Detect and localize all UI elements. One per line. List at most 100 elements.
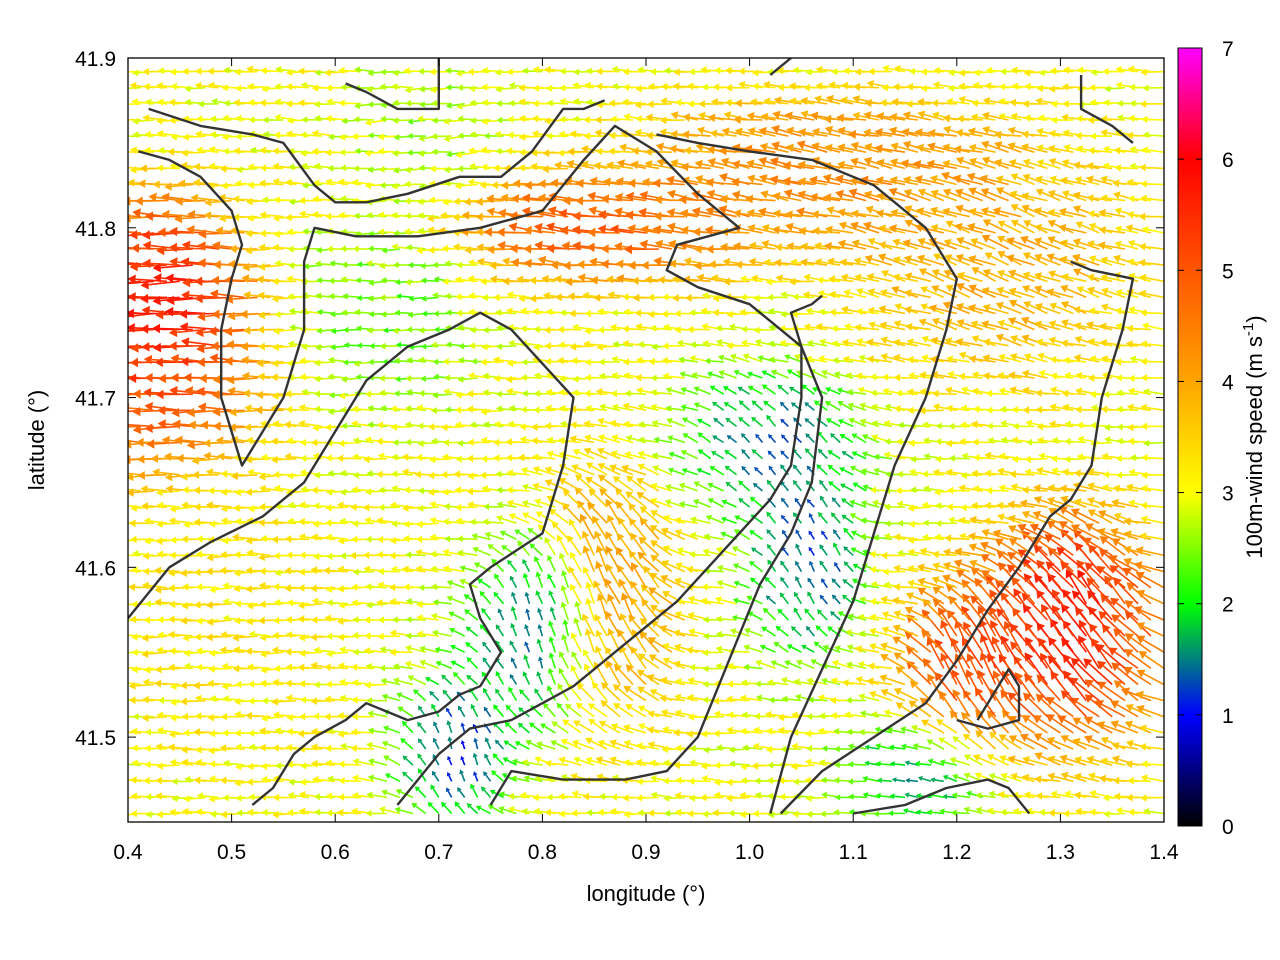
wind-arrow-head — [689, 744, 696, 752]
wind-arrow — [571, 739, 595, 750]
wind-arrow — [425, 677, 440, 686]
wind-arrow — [742, 744, 763, 752]
wind-arrow — [535, 571, 544, 588]
wind-arrow-shaft — [343, 811, 362, 815]
wind-arrow-shaft — [629, 812, 647, 816]
wind-arrow — [833, 542, 841, 556]
wind-arrow-head — [932, 550, 939, 559]
wind-arrow-head — [446, 787, 451, 793]
wind-arrow-head — [877, 777, 882, 784]
wind-arrow-head — [367, 774, 375, 782]
wind-arrow-shaft — [819, 612, 828, 621]
wind-arrow-head — [534, 756, 542, 764]
wind-arrow — [1086, 755, 1113, 766]
wind-arrow-head — [380, 678, 387, 685]
wind-arrow-head — [983, 517, 991, 526]
wind-arrow-head — [248, 729, 255, 737]
wind-arrow — [562, 619, 570, 637]
wind-arrow-head — [457, 787, 462, 793]
wind-arrow-shaft — [880, 795, 893, 799]
wind-arrow-head — [220, 488, 228, 496]
wind-arrow — [144, 744, 167, 752]
wind-arrow-shaft — [485, 726, 492, 734]
wind-arrow-shaft — [603, 811, 621, 815]
wind-arrow — [765, 595, 777, 605]
wind-arrow — [450, 660, 466, 670]
wind-arrow — [524, 591, 531, 605]
wind-arrow — [416, 520, 439, 528]
wind-arrow-head — [131, 744, 138, 752]
wind-arrow — [273, 664, 297, 673]
wind-arrow-head — [208, 665, 215, 673]
wind-arrow — [128, 699, 129, 701]
wind-arrow-shaft — [564, 623, 570, 637]
wind-arrow — [418, 487, 439, 495]
wind-arrow — [1100, 757, 1126, 766]
wind-arrow — [470, 703, 479, 718]
wind-arrow-head — [934, 533, 942, 541]
wind-arrow — [869, 550, 893, 558]
wind-arrow — [274, 727, 297, 735]
wind-arrow — [1013, 588, 1036, 621]
wind-arrow — [507, 559, 518, 573]
wind-arrow-shaft — [749, 630, 763, 637]
wind-arrow-shaft — [822, 581, 828, 589]
wind-arrow-shaft — [785, 763, 802, 766]
wind-arrow-shaft — [444, 677, 453, 686]
wind-arrow-shaft — [642, 689, 660, 702]
wind-arrow-head — [405, 632, 412, 640]
wind-arrow — [548, 636, 557, 653]
wind-arrow — [286, 760, 310, 769]
wind-arrow — [935, 502, 957, 510]
wind-arrow — [819, 594, 828, 605]
wind-arrow — [1008, 716, 1035, 734]
wind-arrow — [352, 774, 375, 783]
wind-arrow — [1001, 635, 1023, 669]
wind-arrow — [521, 759, 543, 767]
wind-arrow — [417, 504, 439, 512]
wind-arrow-shaft — [267, 778, 284, 783]
wind-arrow-shaft — [538, 642, 544, 653]
wind-arrow-shaft — [507, 724, 518, 734]
wind-arrow — [674, 808, 698, 817]
wind-arrow-shaft — [150, 731, 167, 734]
wind-arrow-head — [312, 712, 319, 720]
wind-arrow-head — [158, 696, 164, 704]
wind-arrow-head — [821, 745, 828, 752]
wind-arrow — [801, 644, 815, 653]
wind-arrow-shaft — [128, 634, 142, 637]
wind-arrow-shaft — [832, 613, 841, 621]
wind-arrow — [383, 755, 401, 766]
wind-arrow-head — [298, 518, 306, 526]
wind-arrow-head — [1138, 651, 1148, 660]
wind-arrow-head — [388, 583, 396, 592]
wind-arrow — [171, 794, 193, 802]
wind-arrow — [663, 794, 685, 802]
wind-arrow — [483, 706, 492, 718]
wind-arrow-shaft — [1042, 795, 1061, 799]
wind-arrow — [489, 789, 504, 799]
wind-arrow-head — [650, 540, 659, 548]
wind-arrow — [664, 810, 685, 817]
wind-arrow-head — [130, 809, 137, 818]
wind-arrow — [561, 570, 570, 588]
wind-arrow — [1136, 705, 1164, 718]
wind-arrow-shaft — [468, 628, 479, 637]
wind-arrow-head — [131, 759, 139, 767]
wind-arrow-head — [170, 698, 177, 706]
wind-arrow — [234, 550, 258, 559]
wind-arrow-head — [273, 664, 280, 673]
wind-arrow-shaft — [497, 674, 505, 685]
wind-arrow-shaft — [994, 775, 1009, 783]
wind-arrow-head — [867, 662, 875, 671]
wind-arrow-shaft — [1062, 551, 1087, 573]
wind-arrow-head — [207, 486, 215, 495]
wind-arrow — [702, 810, 724, 818]
wind-arrow — [510, 622, 518, 637]
wind-arrow-head — [532, 793, 539, 802]
wind-arrow-shaft — [601, 759, 621, 766]
wind-arrow-shaft — [820, 515, 828, 524]
wind-arrow-head — [1012, 807, 1019, 815]
wind-arrow-head — [234, 550, 241, 559]
wind-arrow-shaft — [419, 724, 427, 734]
